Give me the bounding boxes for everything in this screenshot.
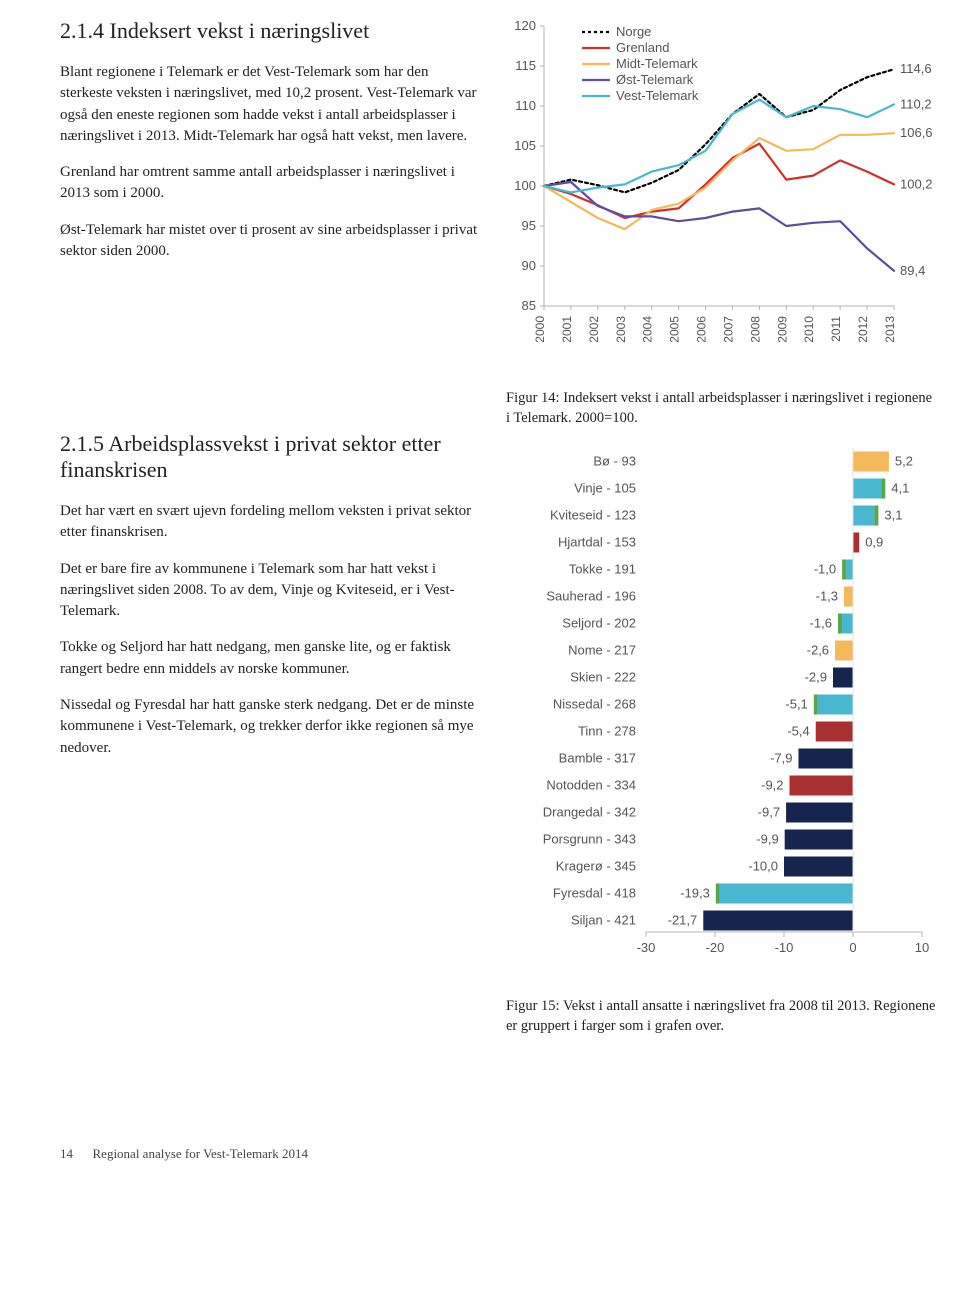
svg-text:5,2: 5,2 — [895, 454, 913, 469]
svg-text:Norge: Norge — [616, 24, 651, 39]
svg-text:85: 85 — [522, 298, 536, 313]
svg-text:90: 90 — [522, 258, 536, 273]
page-footer: 14 Regional analyse for Vest-Telemark 20… — [60, 1146, 918, 1162]
svg-text:Siljan - 421: Siljan - 421 — [571, 913, 636, 928]
svg-text:-9,7: -9,7 — [758, 805, 780, 820]
svg-text:Nissedal - 268: Nissedal - 268 — [553, 697, 636, 712]
footer-title: Regional analyse for Vest-Telemark 2014 — [93, 1146, 308, 1161]
svg-text:-20: -20 — [706, 940, 725, 955]
svg-text:2006: 2006 — [695, 316, 709, 343]
svg-text:106,6: 106,6 — [900, 125, 933, 140]
svg-text:4,1: 4,1 — [891, 481, 909, 496]
svg-text:2008: 2008 — [748, 316, 762, 343]
svg-text:-10,0: -10,0 — [748, 859, 778, 874]
svg-text:Kviteseid - 123: Kviteseid - 123 — [550, 508, 636, 523]
svg-text:2000: 2000 — [533, 316, 547, 343]
svg-text:Bamble - 317: Bamble - 317 — [559, 751, 636, 766]
svg-text:0: 0 — [849, 940, 856, 955]
svg-text:89,4: 89,4 — [900, 263, 925, 278]
svg-text:114,6: 114,6 — [900, 61, 932, 76]
svg-text:Sauherad - 196: Sauherad - 196 — [546, 589, 636, 604]
svg-text:Seljord - 202: Seljord - 202 — [562, 616, 636, 631]
page-number: 14 — [60, 1146, 73, 1161]
svg-text:Grenland: Grenland — [616, 40, 669, 55]
bar-chart-job-growth: -30 -20 -10 0 10 Bø - 93 5,2 Vinje - 105 4,1 Kvit… — [506, 442, 936, 977]
svg-text:Nome - 217: Nome - 217 — [568, 643, 636, 658]
svg-text:2005: 2005 — [668, 316, 682, 343]
svg-text:Vinje - 105: Vinje - 105 — [574, 481, 636, 496]
svg-text:-7,9: -7,9 — [770, 751, 792, 766]
svg-text:Fyresdal - 418: Fyresdal - 418 — [553, 886, 636, 901]
section-215-para-2: Det er bare fire av kommunene i Telemark… — [60, 559, 478, 623]
svg-text:2012: 2012 — [856, 316, 870, 343]
svg-text:-30: -30 — [637, 940, 656, 955]
svg-text:10: 10 — [915, 940, 929, 955]
svg-text:2013: 2013 — [883, 316, 897, 343]
svg-text:-1,0: -1,0 — [814, 562, 836, 577]
svg-text:Kragerø - 345: Kragerø - 345 — [556, 859, 636, 874]
svg-text:3,1: 3,1 — [884, 508, 902, 523]
svg-text:2011: 2011 — [829, 316, 843, 342]
svg-text:-19,3: -19,3 — [680, 886, 710, 901]
svg-text:-21,7: -21,7 — [668, 913, 698, 928]
svg-text:-2,6: -2,6 — [807, 643, 829, 658]
svg-text:Tokke - 191: Tokke - 191 — [569, 562, 636, 577]
section-214-para-1: Blant regionene i Telemark er det Vest-T… — [60, 62, 478, 147]
svg-text:Skien - 222: Skien - 222 — [570, 670, 636, 685]
section-215-para-1: Det har vært en svært ujevn fordeling me… — [60, 501, 478, 544]
svg-text:120: 120 — [514, 18, 536, 33]
svg-text:-5,1: -5,1 — [785, 697, 807, 712]
svg-text:0,9: 0,9 — [865, 535, 883, 550]
svg-text:Bø - 93: Bø - 93 — [593, 454, 636, 469]
svg-text:-2,9: -2,9 — [805, 670, 827, 685]
section-215-para-4: Nissedal og Fyresdal har hatt ganske ste… — [60, 695, 478, 759]
svg-text:2007: 2007 — [721, 316, 735, 343]
svg-text:2002: 2002 — [587, 316, 601, 343]
section-214-para-2: Grenland har omtrent samme antall arbeid… — [60, 162, 478, 205]
section-215-para-3: Tokke og Seljord har hatt nedgang, men g… — [60, 637, 478, 680]
svg-text:2009: 2009 — [775, 316, 789, 343]
line-chart-indexed-growth: 85 90 95 100 105 110 115 120 2000 2001 2002 2003 200… — [506, 18, 936, 353]
svg-text:110,2: 110,2 — [900, 96, 932, 111]
svg-text:-9,2: -9,2 — [761, 778, 783, 793]
svg-text:-10: -10 — [775, 940, 794, 955]
section-214-para-3: Øst-Telemark har mistet over ti prosent … — [60, 220, 478, 263]
svg-text:105: 105 — [514, 138, 536, 153]
svg-text:Hjartdal - 153: Hjartdal - 153 — [558, 535, 636, 550]
svg-text:Drangedal - 342: Drangedal - 342 — [543, 805, 636, 820]
svg-text:95: 95 — [522, 218, 536, 233]
svg-text:-1,3: -1,3 — [816, 589, 838, 604]
svg-text:100,2: 100,2 — [900, 176, 933, 191]
svg-text:110: 110 — [515, 98, 536, 113]
section-215-heading: 2.1.5 Arbeidsplassvekst i privat sektor … — [60, 431, 478, 483]
section-214-heading: 2.1.4 Indeksert vekst i næringslivet — [60, 18, 478, 44]
svg-text:Vest-Telemark: Vest-Telemark — [616, 88, 699, 103]
svg-text:2001: 2001 — [560, 316, 574, 343]
svg-text:Øst-Telemark: Øst-Telemark — [616, 72, 694, 87]
figure-14-caption: Figur 14: Indeksert vekst i antall arbei… — [506, 389, 936, 428]
svg-text:Porsgrunn - 343: Porsgrunn - 343 — [543, 832, 636, 847]
svg-text:-9,9: -9,9 — [756, 832, 778, 847]
svg-text:Tinn - 278: Tinn - 278 — [578, 724, 636, 739]
svg-text:2003: 2003 — [614, 316, 628, 343]
svg-text:Notodden - 334: Notodden - 334 — [546, 778, 636, 793]
svg-text:Midt-Telemark: Midt-Telemark — [616, 56, 698, 71]
figure-15-caption: Figur 15: Vekst i antall ansatte i nærin… — [506, 997, 936, 1036]
svg-text:-1,6: -1,6 — [810, 616, 832, 631]
svg-text:-5,4: -5,4 — [787, 724, 809, 739]
svg-text:2004: 2004 — [641, 316, 655, 343]
svg-text:115: 115 — [515, 58, 536, 73]
svg-text:2010: 2010 — [802, 316, 816, 343]
svg-text:100: 100 — [514, 178, 536, 193]
